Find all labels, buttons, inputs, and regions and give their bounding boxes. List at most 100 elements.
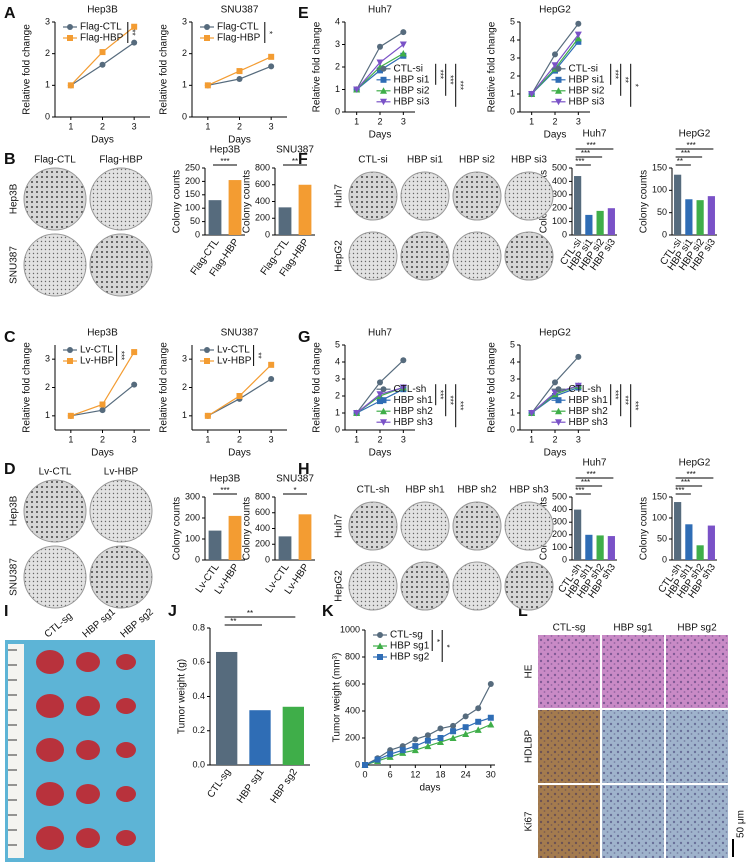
- legend-label: Flag-HBP: [80, 33, 124, 44]
- bar: [278, 207, 292, 235]
- y-tick-label: 0: [195, 554, 200, 564]
- colony-plate: [452, 501, 502, 551]
- y-axis-label: Colony counts: [242, 170, 253, 233]
- y-tick-label: 200: [552, 203, 567, 213]
- y-tick-label: 2: [335, 61, 340, 71]
- y-tick-label: 100: [185, 203, 200, 213]
- colony-plate: [452, 231, 502, 281]
- bar: [707, 196, 715, 235]
- tissue-texture: [538, 710, 600, 783]
- row-label: HepG2: [334, 240, 345, 272]
- marker: [374, 756, 381, 763]
- chart-title: Huh7: [583, 458, 607, 469]
- y-tick-label: 150: [652, 491, 667, 501]
- colony-plate: [23, 167, 87, 231]
- chart-title: SNU387: [276, 145, 314, 156]
- y-tick-label: 2: [45, 48, 50, 58]
- significance-label: ***: [436, 70, 445, 79]
- marker: [204, 35, 210, 41]
- y-tick-label: 50: [190, 216, 200, 226]
- y-tick-label: 0.0: [192, 759, 205, 769]
- marker: [574, 31, 582, 39]
- marker: [555, 419, 562, 426]
- scale-bar-label: 50 μm: [736, 810, 747, 838]
- column-label: HBP sg2: [119, 606, 156, 640]
- x-axis-label: Days: [369, 448, 392, 459]
- y-axis-label: Relative fold change: [487, 21, 498, 112]
- marker: [99, 407, 106, 414]
- legend-label: HBP si1: [394, 74, 430, 85]
- bar: [208, 530, 222, 560]
- marker: [99, 49, 106, 56]
- chart-title: HepG2: [679, 129, 711, 140]
- marker: [376, 642, 384, 649]
- significance-label: *: [293, 486, 296, 495]
- x-tick-label: 3: [269, 434, 274, 444]
- chart-title: Hep3B: [210, 474, 241, 485]
- y-tick-label: 2: [45, 382, 50, 392]
- bar: [228, 180, 242, 235]
- legend-label: HBP si2: [569, 85, 605, 96]
- y-tick-label: 0: [335, 106, 340, 116]
- marker: [377, 379, 383, 386]
- tumor: [36, 826, 64, 850]
- x-tick-label: 2: [100, 434, 105, 444]
- row-label: Ki67: [524, 811, 535, 831]
- y-tick-label: 0.2: [192, 725, 205, 735]
- colony-plate: [400, 501, 450, 551]
- panel-letter: A: [4, 5, 16, 22]
- marker: [487, 681, 494, 687]
- y-tick-label: 100: [652, 185, 667, 195]
- y-tick-label: 600: [345, 678, 360, 688]
- y-tick-label: 200: [185, 512, 200, 522]
- y-tick-label: 0: [265, 229, 270, 239]
- chart-title: SNU387: [276, 474, 314, 485]
- marker: [424, 742, 432, 750]
- significance-label: *: [265, 31, 274, 34]
- y-tick-label: 2: [182, 382, 187, 392]
- y-tick-label: 3: [45, 16, 50, 26]
- marker: [204, 82, 211, 89]
- x-tick-label: 2: [552, 434, 557, 444]
- bar: [596, 210, 604, 235]
- significance-label: ***: [686, 141, 695, 150]
- y-tick-label: 2: [510, 390, 515, 400]
- marker: [555, 65, 562, 72]
- x-tick-label: 2: [377, 116, 382, 126]
- legend-label: Flag-CTL: [217, 22, 259, 33]
- marker: [424, 737, 431, 744]
- panel-letter: D: [4, 461, 16, 478]
- y-tick-label: 0.4: [192, 691, 205, 701]
- tumor: [36, 738, 64, 762]
- colony-plate: [23, 545, 87, 609]
- x-tick-label: 24: [461, 769, 471, 779]
- x-tick-label: 1: [205, 434, 210, 444]
- significance-label: ***: [586, 470, 595, 479]
- y-tick-label: 3: [45, 354, 50, 364]
- significance-label: ***: [581, 478, 590, 487]
- y-axis-label: Tumor weight (g): [177, 659, 188, 734]
- marker: [575, 20, 582, 27]
- significance-label: ***: [575, 486, 584, 495]
- y-tick-label: 200: [552, 529, 567, 539]
- y-axis-label: Colony counts: [639, 497, 650, 560]
- marker: [204, 358, 210, 364]
- legend-label: HBP si2: [394, 85, 430, 96]
- colony-plate: [504, 501, 554, 551]
- significance-label: ***: [456, 81, 465, 90]
- column-label: HBP sg1: [613, 623, 653, 634]
- marker: [575, 353, 582, 360]
- y-tick-label: 300: [552, 189, 567, 199]
- x-tick-label: 1: [354, 116, 359, 126]
- marker: [575, 38, 582, 45]
- bar: [298, 184, 312, 235]
- y-tick-label: 100: [552, 216, 567, 226]
- bar: [282, 706, 304, 765]
- marker: [131, 39, 138, 46]
- significance-label: ***: [611, 70, 620, 79]
- significance-label: ***: [446, 396, 455, 405]
- column-label: HBP si1: [407, 155, 443, 166]
- legend-label: HBP sg2: [390, 652, 430, 663]
- row-label: HE: [524, 664, 535, 678]
- marker: [462, 730, 470, 737]
